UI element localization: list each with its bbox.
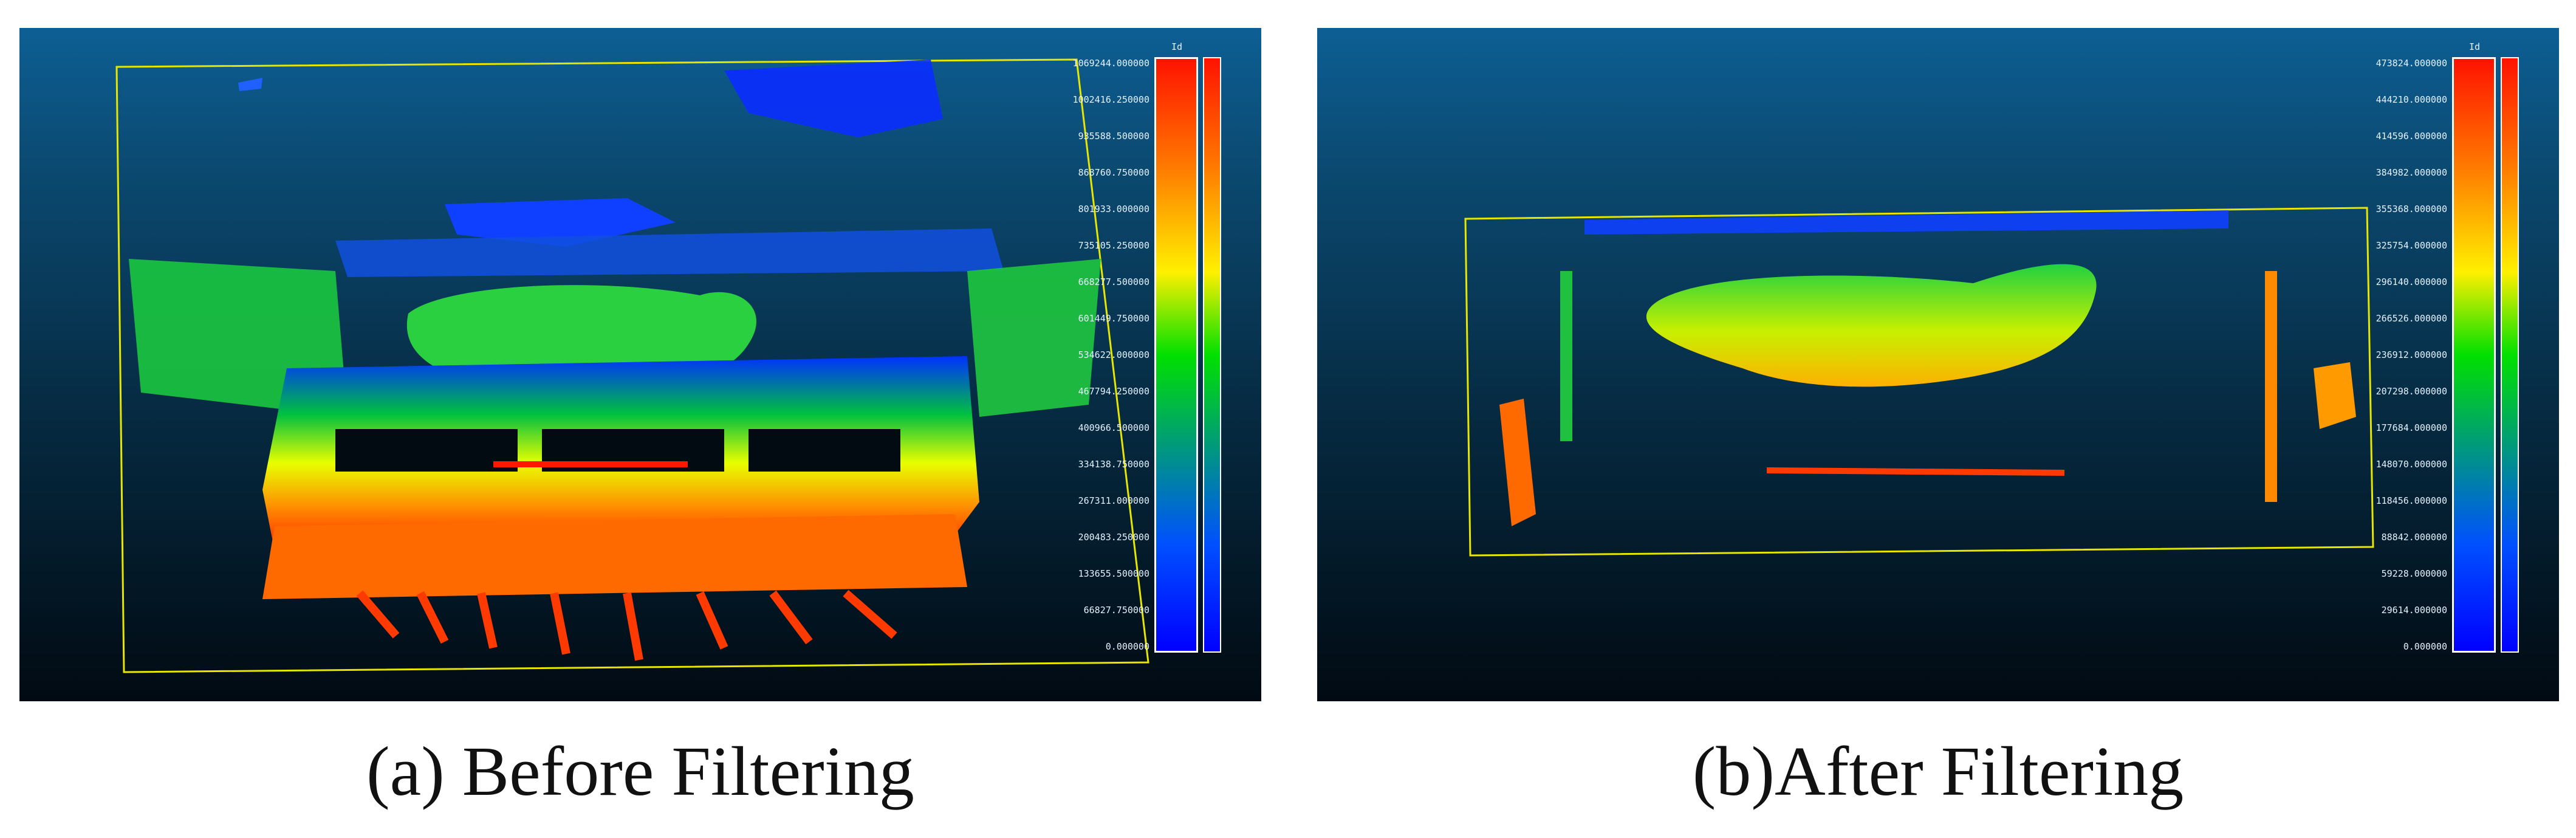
cloud-segment-center bbox=[1646, 264, 2097, 387]
color-scale-tick: 735105.250000 bbox=[1078, 240, 1149, 251]
cloud-segment-right bbox=[2265, 271, 2277, 502]
color-scale-tick: 801933.000000 bbox=[1078, 204, 1149, 215]
color-scale-ticks: 1069244.000000 1002416.250000 935588.50000… bbox=[1052, 58, 1149, 651]
color-scale-tick: 236912.000000 bbox=[2376, 349, 2447, 360]
point-cloud-viewport-before[interactable]: Id 1069244.000000 1002416.250000 935588.50… bbox=[19, 28, 1261, 701]
color-scale-tick: 267311.000000 bbox=[1078, 495, 1149, 506]
color-scale-tick: 0.000000 bbox=[1105, 641, 1149, 652]
point-cloud-before bbox=[115, 58, 1149, 673]
bounding-box bbox=[1464, 207, 2374, 557]
color-scale-tick: 29614.000000 bbox=[2381, 605, 2447, 616]
color-scale-tick: 88842.000000 bbox=[2381, 532, 2447, 543]
color-scale-tick: 0.000000 bbox=[2403, 641, 2447, 652]
cloud-segment-right-wall bbox=[967, 259, 1101, 417]
color-scale-tick: 1002416.250000 bbox=[1072, 94, 1149, 105]
color-scale-tick: 334138.750000 bbox=[1078, 459, 1149, 470]
caption-before: (a) Before Filtering bbox=[366, 733, 914, 811]
color-scale-tick: 935588.500000 bbox=[1078, 131, 1149, 142]
color-scale-bar bbox=[2452, 57, 2496, 653]
bounding-box bbox=[115, 58, 1149, 673]
cloud-segment-floor-line bbox=[1766, 467, 2065, 476]
color-scale-tick: 66827.750000 bbox=[1083, 605, 1149, 616]
color-scale-bar bbox=[1154, 57, 1198, 653]
color-scale-tick: 868760.750000 bbox=[1078, 167, 1149, 178]
color-scale-tick: 118456.000000 bbox=[2376, 495, 2447, 506]
scalar-field-label: Id bbox=[1171, 41, 1183, 52]
color-scale-tick: 668277.500000 bbox=[1078, 276, 1149, 287]
color-scale-tick: 133655.500000 bbox=[1078, 568, 1149, 579]
point-cloud-viewport-after[interactable]: Id 473824.000000 444210.000000 414596.0000… bbox=[1317, 28, 2559, 701]
color-scale-tick: 444210.000000 bbox=[2376, 94, 2447, 105]
color-scale-tick: 355368.000000 bbox=[2376, 204, 2447, 215]
cloud-segment-ceiling bbox=[1584, 210, 2228, 235]
color-scale-after: Id 473824.000000 444210.000000 414596.0000… bbox=[2350, 28, 2559, 701]
color-scale-tick: 266526.000000 bbox=[2376, 313, 2447, 324]
color-scale-tick: 296140.000000 bbox=[2376, 276, 2447, 287]
color-scale-bar-secondary bbox=[2501, 57, 2519, 653]
color-scale-tick: 207298.000000 bbox=[2376, 386, 2447, 397]
color-scale-tick: 325754.000000 bbox=[2376, 240, 2447, 251]
cloud-segment-ceiling bbox=[445, 198, 676, 247]
color-scale-tick: 601449.750000 bbox=[1078, 313, 1149, 324]
caption-after: (b)After Filtering bbox=[1692, 733, 2184, 811]
color-scale-tick: 534622.000000 bbox=[1078, 349, 1149, 360]
color-scale-before: Id 1069244.000000 1002416.250000 935588.50… bbox=[1052, 28, 1261, 701]
color-scale-tick: 414596.000000 bbox=[2376, 131, 2447, 142]
scalar-field-label: Id bbox=[2469, 41, 2481, 52]
color-scale-ticks: 473824.000000 444210.000000 414596.000000 3… bbox=[2350, 58, 2447, 651]
color-scale-tick: 200483.250000 bbox=[1078, 532, 1149, 543]
color-scale-tick: 473824.000000 bbox=[2376, 58, 2447, 69]
color-scale-tick: 59228.000000 bbox=[2381, 568, 2447, 579]
color-scale-tick: 467794.250000 bbox=[1078, 386, 1149, 397]
color-scale-tick: 1069244.000000 bbox=[1072, 58, 1149, 69]
point-cloud-after bbox=[1464, 207, 2374, 557]
color-scale-bar-secondary bbox=[1203, 57, 1221, 653]
color-scale-tick: 400966.500000 bbox=[1078, 422, 1149, 433]
cloud-segment-left bbox=[1499, 399, 1536, 526]
cloud-segment-far bbox=[724, 60, 943, 137]
color-scale-tick: 177684.000000 bbox=[2376, 422, 2447, 433]
color-scale-tick: 148070.000000 bbox=[2376, 459, 2447, 470]
color-scale-tick: 384982.000000 bbox=[2376, 167, 2447, 178]
